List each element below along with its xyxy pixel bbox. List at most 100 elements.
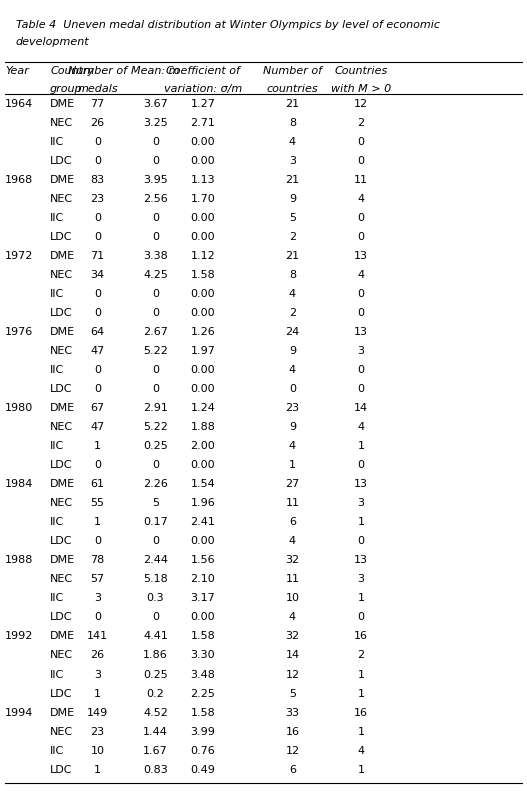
Text: 0: 0 — [152, 365, 159, 375]
Text: 1984: 1984 — [5, 479, 34, 490]
Text: countries: countries — [267, 84, 318, 94]
Text: 0.76: 0.76 — [191, 746, 215, 755]
Text: IIC: IIC — [50, 441, 64, 451]
Text: 1: 1 — [357, 669, 365, 679]
Text: 1.12: 1.12 — [191, 251, 215, 261]
Text: 4: 4 — [357, 270, 365, 280]
Text: 0: 0 — [94, 289, 101, 299]
Text: 11: 11 — [286, 498, 299, 509]
Text: 0: 0 — [152, 289, 159, 299]
Text: 2: 2 — [289, 232, 296, 242]
Text: 9: 9 — [289, 194, 296, 204]
Text: IIC: IIC — [50, 365, 64, 375]
Text: 0.00: 0.00 — [191, 232, 215, 242]
Text: 2.71: 2.71 — [190, 118, 216, 128]
Text: 13: 13 — [354, 479, 368, 490]
Text: Year: Year — [5, 66, 29, 77]
Text: 4: 4 — [289, 289, 296, 299]
Text: 2.41: 2.41 — [190, 517, 216, 528]
Text: 64: 64 — [91, 327, 104, 337]
Text: 1.54: 1.54 — [191, 479, 215, 490]
Text: 32: 32 — [286, 631, 299, 642]
Text: DME: DME — [50, 479, 75, 490]
Text: 0: 0 — [94, 384, 101, 394]
Text: 0: 0 — [94, 137, 101, 147]
Text: 33: 33 — [286, 708, 299, 717]
Text: 0: 0 — [357, 213, 365, 223]
Text: 67: 67 — [91, 403, 104, 413]
Text: 149: 149 — [87, 708, 108, 717]
Text: 0: 0 — [94, 213, 101, 223]
Text: 3.48: 3.48 — [190, 669, 216, 679]
Text: 9: 9 — [289, 422, 296, 432]
Text: 8: 8 — [289, 118, 296, 128]
Text: 13: 13 — [354, 251, 368, 261]
Text: 2: 2 — [357, 650, 365, 660]
Text: 26: 26 — [91, 118, 104, 128]
Text: 57: 57 — [91, 574, 104, 585]
Text: 3.17: 3.17 — [191, 593, 215, 604]
Text: 1: 1 — [94, 441, 101, 451]
Text: 47: 47 — [90, 422, 105, 432]
Text: NEC: NEC — [50, 727, 73, 736]
Text: 26: 26 — [91, 650, 104, 660]
Text: 0: 0 — [289, 384, 296, 394]
Text: 1.13: 1.13 — [191, 175, 215, 185]
Text: 10: 10 — [286, 593, 299, 604]
Text: 0.00: 0.00 — [191, 384, 215, 394]
Text: 4: 4 — [289, 536, 296, 547]
Text: 1: 1 — [357, 727, 365, 736]
Text: 47: 47 — [90, 346, 105, 356]
Text: 0.00: 0.00 — [191, 308, 215, 318]
Text: NEC: NEC — [50, 574, 73, 585]
Text: 0: 0 — [94, 365, 101, 375]
Text: LDC: LDC — [50, 460, 73, 470]
Text: 34: 34 — [91, 270, 104, 280]
Text: 21: 21 — [286, 251, 299, 261]
Text: 0.00: 0.00 — [191, 536, 215, 547]
Text: 23: 23 — [91, 194, 104, 204]
Text: DME: DME — [50, 327, 75, 337]
Text: Coefficient of: Coefficient of — [166, 66, 240, 77]
Text: 1.58: 1.58 — [191, 270, 215, 280]
Text: 1.67: 1.67 — [143, 746, 168, 755]
Text: 0: 0 — [357, 137, 365, 147]
Text: 0: 0 — [94, 232, 101, 242]
Text: 1: 1 — [357, 517, 365, 528]
Text: 1992: 1992 — [5, 631, 34, 642]
Text: 0.00: 0.00 — [191, 213, 215, 223]
Text: 0.00: 0.00 — [191, 156, 215, 166]
Text: 8: 8 — [289, 270, 296, 280]
Text: LDC: LDC — [50, 232, 73, 242]
Text: NEC: NEC — [50, 270, 73, 280]
Text: IIC: IIC — [50, 593, 64, 604]
Text: 0.00: 0.00 — [191, 612, 215, 623]
Text: 1: 1 — [357, 593, 365, 604]
Text: NEC: NEC — [50, 498, 73, 509]
Text: 4: 4 — [289, 612, 296, 623]
Text: LDC: LDC — [50, 308, 73, 318]
Text: 4: 4 — [357, 422, 365, 432]
Text: 2.67: 2.67 — [143, 327, 168, 337]
Text: 3.99: 3.99 — [190, 727, 216, 736]
Text: 0: 0 — [357, 536, 365, 547]
Text: 2.91: 2.91 — [143, 403, 168, 413]
Text: 0: 0 — [94, 308, 101, 318]
Text: 0: 0 — [357, 365, 365, 375]
Text: 1964: 1964 — [5, 99, 34, 109]
Text: IIC: IIC — [50, 289, 64, 299]
Text: NEC: NEC — [50, 422, 73, 432]
Text: 3: 3 — [357, 346, 365, 356]
Text: 3.30: 3.30 — [191, 650, 215, 660]
Text: 14: 14 — [286, 650, 299, 660]
Text: DME: DME — [50, 708, 75, 717]
Text: 1: 1 — [357, 688, 365, 698]
Text: 16: 16 — [354, 708, 368, 717]
Text: DME: DME — [50, 403, 75, 413]
Text: 4: 4 — [289, 137, 296, 147]
Text: 2.00: 2.00 — [191, 441, 215, 451]
Text: 16: 16 — [354, 631, 368, 642]
Text: 5.22: 5.22 — [143, 346, 168, 356]
Text: 16: 16 — [286, 727, 299, 736]
Text: 0: 0 — [357, 308, 365, 318]
